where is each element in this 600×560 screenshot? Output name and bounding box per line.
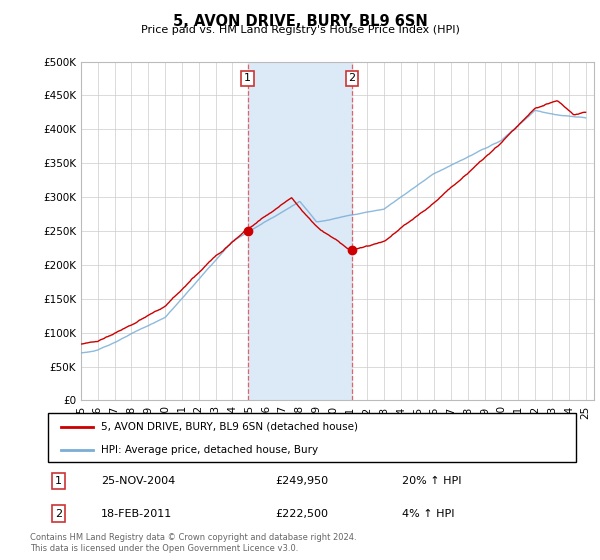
Text: HPI: Average price, detached house, Bury: HPI: Average price, detached house, Bury: [101, 445, 318, 455]
FancyBboxPatch shape: [48, 413, 576, 462]
Text: 5, AVON DRIVE, BURY, BL9 6SN (detached house): 5, AVON DRIVE, BURY, BL9 6SN (detached h…: [101, 422, 358, 432]
Text: 2: 2: [349, 73, 356, 83]
Text: Contains HM Land Registry data © Crown copyright and database right 2024.
This d: Contains HM Land Registry data © Crown c…: [30, 533, 356, 553]
Text: Price paid vs. HM Land Registry's House Price Index (HPI): Price paid vs. HM Land Registry's House …: [140, 25, 460, 35]
Text: 1: 1: [244, 73, 251, 83]
Text: £222,500: £222,500: [275, 509, 328, 519]
Bar: [248, 62, 352, 400]
Text: 20% ↑ HPI: 20% ↑ HPI: [402, 476, 461, 486]
Text: £249,950: £249,950: [275, 476, 328, 486]
Text: 1: 1: [55, 476, 62, 486]
Text: 25-NOV-2004: 25-NOV-2004: [101, 476, 175, 486]
Text: 18-FEB-2011: 18-FEB-2011: [101, 509, 172, 519]
Text: 4% ↑ HPI: 4% ↑ HPI: [402, 509, 454, 519]
Text: 2: 2: [55, 509, 62, 519]
Text: 5, AVON DRIVE, BURY, BL9 6SN: 5, AVON DRIVE, BURY, BL9 6SN: [173, 14, 427, 29]
